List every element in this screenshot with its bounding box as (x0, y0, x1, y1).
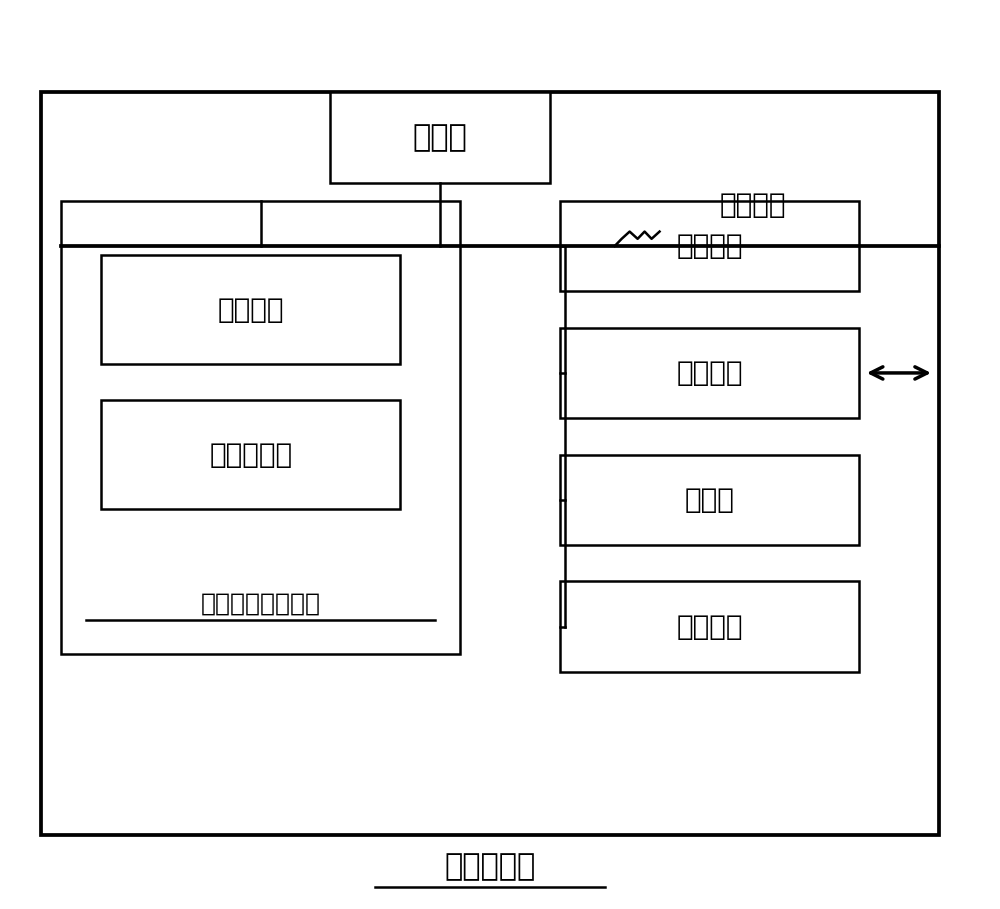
Bar (560, 582, 859, 672)
Text: 显示屏: 显示屏 (684, 485, 734, 514)
Text: 输入装置: 输入装置 (676, 613, 743, 641)
Text: 操作系统: 操作系统 (217, 295, 284, 324)
Bar (330, 92, 550, 183)
Bar (560, 201, 859, 292)
Text: 计算机程序: 计算机程序 (209, 441, 292, 468)
Text: 系统总线: 系统总线 (719, 191, 786, 219)
Bar (560, 327, 859, 418)
Bar (61, 201, 460, 654)
Text: 网络接口: 网络接口 (676, 359, 743, 387)
Bar (41, 92, 939, 835)
Bar (101, 255, 400, 364)
Text: 处理器: 处理器 (413, 123, 468, 152)
Text: 计算机设备: 计算机设备 (444, 853, 536, 882)
Bar (101, 400, 400, 509)
Text: 非易失性存储介质: 非易失性存储介质 (201, 592, 321, 616)
Text: 内存储器: 内存储器 (676, 232, 743, 260)
Bar (560, 454, 859, 545)
